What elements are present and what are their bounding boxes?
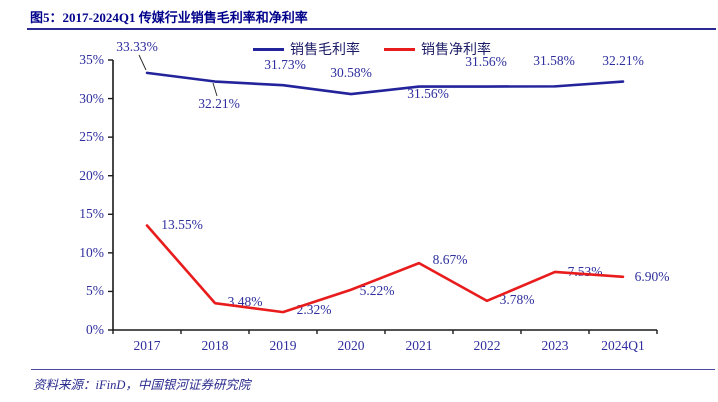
data-point-label: 32.21% xyxy=(602,52,644,68)
legend-label-net-margin: 销售净利率 xyxy=(421,43,491,58)
y-axis-tick-label: 5% xyxy=(86,283,104,299)
x-axis-tick-label: 2024Q1 xyxy=(601,338,645,353)
net-margin-line-swatch-icon xyxy=(384,47,415,51)
data-point-label: 32.21% xyxy=(198,95,240,111)
figure-title: 图5：2017-2024Q1 传媒行业销售毛利率和净利率 xyxy=(30,7,308,26)
y-axis-tick-label: 30% xyxy=(79,90,104,106)
label-leader-line xyxy=(212,82,218,97)
y-axis-tick-label: 0% xyxy=(86,322,104,337)
x-axis-tick-label: 2019 xyxy=(269,338,297,353)
axis-lines xyxy=(112,60,657,331)
data-point-label: 8.67% xyxy=(432,252,468,268)
data-point-label: 33.33% xyxy=(116,38,158,54)
data-point-label: 31.73% xyxy=(264,57,306,73)
y-axis-tick-label: 15% xyxy=(79,206,104,222)
data-point-label: 5.22% xyxy=(359,282,395,298)
chart-legend: 销售毛利率 销售净利率 xyxy=(253,39,491,59)
legend-item-net-margin: 销售净利率 xyxy=(384,39,491,59)
series-line-1 xyxy=(145,224,625,314)
gross-margin-line-swatch-icon xyxy=(253,47,284,51)
data-point-label: 6.90% xyxy=(634,268,670,284)
source-note: 资料来源：iFinD，中国银河证券研究院 xyxy=(33,378,251,392)
figure-number: 图5： xyxy=(30,10,63,25)
series-line-0 xyxy=(145,71,625,96)
x-axis-tick-label: 2020 xyxy=(337,338,365,353)
data-point-label: 30.58% xyxy=(330,65,372,81)
y-axis-tick-label: 35% xyxy=(79,52,104,67)
data-point-label: 13.55% xyxy=(161,217,203,233)
figure-title-text: 2017-2024Q1 传媒行业销售毛利率和净利率 xyxy=(62,10,308,25)
data-point-label: 31.56% xyxy=(465,53,507,69)
data-point-label: 3.78% xyxy=(499,291,535,307)
y-axis-tick-label: 25% xyxy=(79,129,104,145)
x-axis-tick-label: 2017 xyxy=(133,338,161,353)
legend-item-gross-margin: 销售毛利率 xyxy=(253,39,360,59)
y-axis-tick-label: 10% xyxy=(79,244,104,260)
x-axis-tick-label: 2022 xyxy=(473,338,501,353)
legend-label-gross-margin: 销售毛利率 xyxy=(290,43,360,58)
label-leader-line xyxy=(138,54,147,71)
source-divider xyxy=(31,369,715,370)
x-axis-tick-label: 2023 xyxy=(541,338,569,353)
x-axis-tick-label: 2021 xyxy=(405,338,433,353)
data-point-label: 31.56% xyxy=(407,85,449,101)
title-divider xyxy=(27,28,716,30)
data-point-label: 31.58% xyxy=(533,53,575,69)
x-axis-tick-label: 2018 xyxy=(201,338,229,353)
y-axis-tick-label: 20% xyxy=(79,167,104,183)
